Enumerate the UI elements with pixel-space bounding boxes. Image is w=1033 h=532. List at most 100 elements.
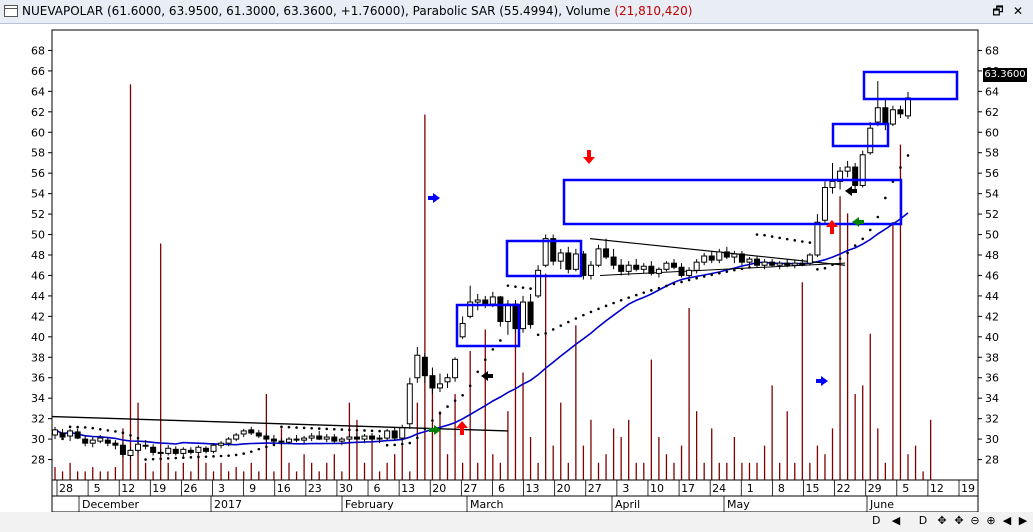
candle-body (701, 255, 708, 263)
candle (791, 260, 798, 269)
candle (293, 435, 300, 443)
candle-body (829, 180, 836, 188)
candle (859, 150, 866, 188)
candle-body (693, 261, 700, 271)
y-tick-label: 60 (985, 126, 999, 139)
zoom-in-icon[interactable]: ⊕ (986, 514, 996, 527)
candle-body (708, 255, 715, 261)
move-icon[interactable]: ✥ (954, 514, 964, 527)
y-tick-label: 60 (31, 126, 45, 139)
candle-body (595, 248, 602, 266)
x-day-label: 9 (249, 482, 256, 495)
sar-dot (793, 239, 797, 242)
sar-dot (136, 436, 140, 440)
sar-dot (763, 233, 766, 237)
x-day-label: 19 (961, 482, 975, 495)
y-tick-label: 32 (985, 413, 999, 426)
sar-dot (423, 427, 427, 431)
y-tick-label: 46 (985, 269, 999, 282)
y-tick-label: 48 (31, 249, 45, 262)
candle (467, 285, 474, 319)
candle (701, 252, 708, 266)
candle (67, 428, 74, 442)
y-tick-label: 56 (985, 167, 999, 180)
sar-dot (665, 284, 668, 288)
sar-dot (582, 313, 585, 317)
x-day-label: 10 (650, 482, 664, 495)
candle (338, 437, 345, 446)
candle-body (218, 442, 225, 446)
candle (361, 433, 368, 444)
candle (180, 447, 187, 457)
y-tick-label: 32 (31, 413, 45, 426)
candle-body (663, 262, 670, 270)
sar-dot (529, 287, 532, 290)
sar-dot (265, 445, 268, 449)
candle (844, 160, 851, 178)
sar-dot (98, 427, 102, 431)
y-tick-label: 40 (31, 331, 45, 344)
candle (270, 435, 277, 444)
sar-dot (468, 384, 472, 388)
sar-dot (733, 268, 736, 272)
candle-body (255, 432, 262, 437)
sar-dot (61, 437, 64, 441)
candle-body (897, 109, 904, 115)
candle (195, 445, 202, 455)
sar-dot (287, 425, 291, 429)
y-tick-label: 56 (31, 167, 45, 180)
sar-dot (846, 251, 849, 255)
sar-dot (770, 235, 774, 238)
pattern-box (862, 70, 959, 101)
x-day-label: 26 (183, 482, 197, 495)
candle (799, 259, 806, 267)
candle (686, 267, 693, 278)
candle-body (520, 301, 527, 330)
candle-body (882, 107, 889, 125)
sar-dot (144, 458, 147, 461)
candle-body (353, 436, 360, 440)
sar-dot (853, 244, 857, 247)
sar-dot (461, 393, 464, 397)
scroll-left-icon[interactable]: ◀ (1002, 514, 1012, 527)
candle (535, 265, 542, 298)
candle (618, 259, 625, 276)
candle (406, 377, 413, 429)
candle-body (369, 435, 376, 440)
candle-body (293, 438, 300, 441)
x-day-label: 8 (778, 482, 785, 495)
price-chart[interactable]: 2830323436384042444648505254565860626466… (0, 24, 1033, 512)
scroll-right-icon[interactable]: ▶ (1018, 514, 1028, 527)
y-tick-label: 54 (31, 188, 45, 201)
candle (316, 430, 323, 441)
scroll-icon[interactable]: ✥ (937, 514, 947, 527)
sar-dot (363, 429, 366, 432)
restore-icon[interactable]: 🗗 (992, 4, 1004, 18)
candle (603, 238, 610, 260)
zoom-out-icon[interactable]: ⊖ (970, 514, 980, 527)
candle (670, 259, 677, 270)
period-d-button[interactable]: D (918, 514, 928, 527)
y-tick-label: 30 (985, 433, 999, 446)
candle-body (278, 440, 285, 443)
sar-dot (378, 429, 381, 433)
sar-dot (574, 317, 578, 320)
signal-arrows (428, 150, 864, 435)
pattern-boxes (455, 70, 959, 348)
signal-arrow-right (429, 425, 441, 435)
sar-dot (310, 426, 313, 430)
sar-dot (400, 442, 404, 446)
candle (255, 429, 262, 439)
x-day-label: 5 (94, 482, 101, 495)
candle-body (686, 269, 693, 276)
candle (738, 250, 745, 266)
candle (97, 435, 104, 444)
pattern-box (455, 303, 521, 348)
candle (889, 105, 896, 127)
candle (384, 428, 391, 441)
close-icon[interactable]: ✕ (1012, 4, 1024, 18)
sma-line (54, 212, 909, 446)
sar-dot (491, 348, 495, 351)
candle-body (399, 427, 406, 439)
nav-back-icon[interactable]: ◀ (891, 514, 901, 527)
